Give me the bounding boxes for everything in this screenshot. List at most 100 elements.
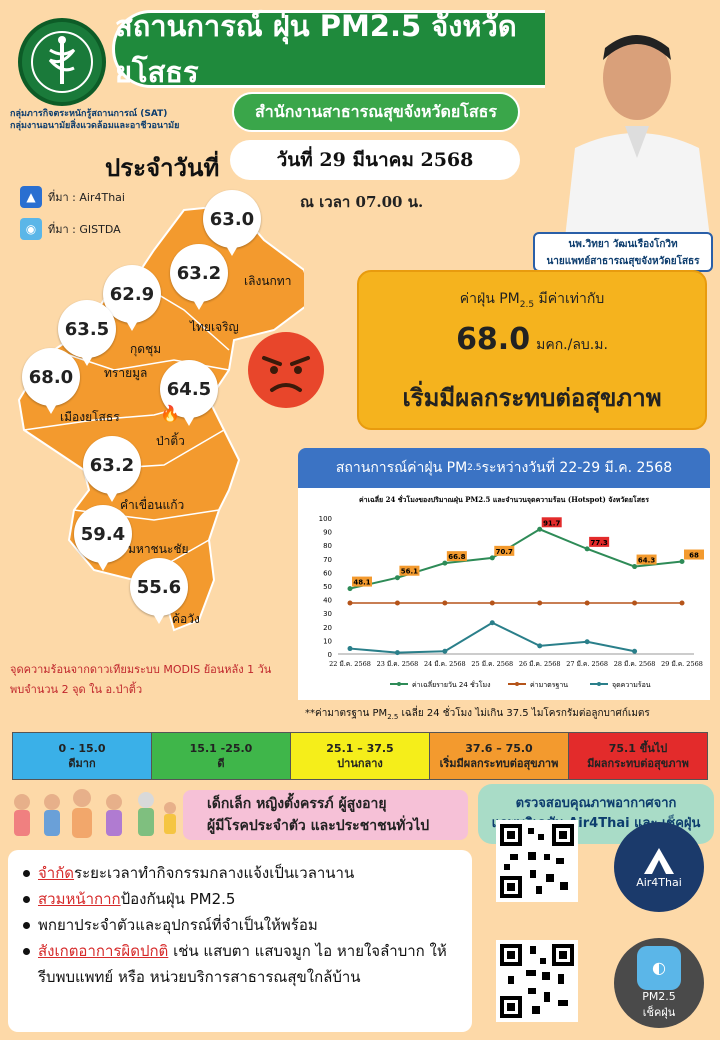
risk-groups-line1: เด็กเล็ก หญิงตั้งครรภ์ ผู้สูงอายุ: [207, 796, 387, 812]
y-tick-label: 0: [328, 651, 332, 659]
chart-header-sub: 2.5: [467, 463, 482, 473]
data-point: [537, 600, 543, 606]
qr-code-icon: [500, 824, 574, 898]
advice-item: สวมหน้ากากป้องกันฝุ่น PM2.5: [20, 886, 460, 912]
qr-code-air4thai[interactable]: [496, 820, 578, 902]
app-caption: เช็คฝุ่น: [642, 1005, 676, 1019]
data-label: 48.1: [353, 579, 370, 587]
aqi-level-moderate: 25.1 – 37.5 ปานกลาง: [291, 733, 430, 779]
data-point: [632, 600, 638, 606]
advice-text: เช่น แสบตา แสบจมูก ไอ หายใจลำบาก ให้รีบพ…: [38, 942, 447, 986]
y-tick-label: 80: [323, 542, 332, 550]
y-tick-label: 50: [323, 583, 332, 591]
fire-icon: 🔥: [160, 404, 180, 423]
legend-label: ค่ามาตรฐาน: [530, 681, 568, 689]
district-label: กุดชุม: [130, 342, 162, 356]
aqi-range: 0 - 15.0: [58, 742, 106, 755]
leaf-icon: ◐: [637, 945, 681, 990]
daily-label: ประจำวันที่: [105, 154, 220, 182]
pm-label-sub: 2.5: [519, 299, 535, 310]
x-tick-label: 22 มี.ค. 2568: [329, 660, 371, 668]
caduceus-icon: [31, 31, 93, 93]
y-tick-label: 90: [323, 529, 332, 537]
aqi-level-start-effect: 37.6 – 75.0 เริ่มมีผลกระทบต่อสุขภาพ: [430, 733, 569, 779]
x-tick-label: 25 มี.ค. 2568: [471, 660, 513, 668]
data-point: [679, 559, 685, 565]
data-point: [394, 600, 400, 606]
risk-groups: เด็กเล็ก หญิงตั้งครรภ์ ผู้สูงอายุ ผู้มีโ…: [183, 790, 468, 840]
qr-code-icon: [500, 944, 574, 1018]
dept-line1: กลุ่มภารกิจตระหนักรู้สถานการณ์ (SAT): [10, 109, 168, 119]
x-tick-label: 26 มี.ค. 2568: [519, 660, 561, 668]
pm-unit: มคก./ลบ.ม.: [536, 337, 608, 353]
aqi-range: 25.1 – 37.5: [326, 742, 394, 755]
data-label-bg: [541, 517, 562, 528]
aqi-label: ปานกลาง: [337, 757, 383, 770]
data-point: [347, 600, 353, 606]
official-caption: นพ.วิทยา วัฒนเรืองโกวิท นายแพทย์สาธารณสุ…: [533, 232, 713, 272]
x-tick-label: 28 มี.ค. 2568: [614, 660, 656, 668]
data-point: [632, 648, 638, 654]
air4thai-logo-icon: [644, 847, 674, 874]
app-name: Air4Thai: [636, 875, 682, 889]
report-time: ณ เวลา 07.00 น.: [300, 193, 424, 211]
chart-header-suffix: ระหว่างวันที่ 22-29 มี.ค. 2568: [481, 460, 673, 476]
data-label: 66.8: [448, 553, 465, 561]
pm-label-prefix: ค่าฝุ่น PM: [459, 291, 520, 307]
data-label-bg: [352, 576, 372, 587]
aqi-legend: 0 - 15.0 ดีมาก 15.1 -25.0 ดี 25.1 – 37.5 ปา…: [12, 732, 708, 780]
aqi-range: 75.1 ขึ้นไป: [608, 742, 668, 755]
data-point: [584, 600, 590, 606]
check-app-line1: ตรวจสอบคุณภาพอากาศจาก: [515, 796, 677, 811]
ministry-logo: [18, 18, 106, 106]
legend-label: จุดความร้อน: [612, 681, 651, 689]
hotspot-line2: พบจำนวน 2 จุด ใน อ.ป่าติ้ว: [10, 683, 143, 696]
source-air4thai: ▲ ที่มา : Air4Thai: [20, 186, 125, 208]
data-point: [394, 650, 400, 656]
advice-text: ป้องกันฝุ่น PM2.5: [120, 890, 236, 908]
advice-item: พกยาประจำตัวและอุปกรณ์ที่จำเป็นให้พร้อม: [20, 912, 460, 938]
data-point: [679, 600, 685, 606]
district-label: มหาชนะชัย: [128, 542, 189, 556]
advice-item: สังเกตอาการผิดปกติ เช่น แสบตา แสบจมูก ไอ…: [20, 938, 460, 990]
pm-line-chart: ค่าเฉลี่ย 24 ชั่วโมงของปริมาณฝุ่น PM2.5 …: [319, 494, 704, 689]
aqi-label: เริ่มมีผลกระทบต่อสุขภาพ: [439, 757, 559, 770]
district-bubble-lerngnoktha: 63.0: [203, 190, 261, 256]
data-point: [584, 546, 590, 552]
advice-list: จำกัดระยะเวลาทำกิจกรรมกลางแจ้งเป็นเวลานา…: [8, 850, 472, 1032]
official-name: นพ.วิทยา วัฒนเรืองโกวิท: [568, 239, 678, 250]
report-date: วันที่ 29 มีนาคม 2568: [230, 140, 520, 180]
std-note-prefix: **ค่ามาตรฐาน PM: [305, 708, 388, 719]
air4thai-app-icon[interactable]: Air4Thai: [614, 822, 704, 912]
app-name: PM2.5: [642, 989, 676, 1003]
aqi-label: ดี: [217, 757, 225, 770]
checkfoon-app-icon[interactable]: ◐ PM2.5 เช็คฝุ่น: [614, 938, 704, 1028]
risk-groups-line2: ผู้มีโรคประจำตัว และประชาชนทั่วไป: [207, 818, 430, 834]
department-info: กลุ่มภารกิจตระหนักรู้สถานการณ์ (SAT) กลุ…: [10, 108, 179, 132]
office-name: สำนักงานสาธารณสุขจังหวัดยโสธร: [232, 92, 520, 132]
data-point: [442, 560, 448, 566]
x-tick-label: 27 มี.ค. 2568: [566, 660, 608, 668]
aqi-level-unhealthy: 75.1 ขึ้นไป มีผลกระทบต่อสุขภาพ: [569, 733, 707, 779]
data-point: [394, 575, 400, 581]
data-label: 91.7: [543, 519, 560, 527]
advice-item: จำกัดระยะเวลาทำกิจกรรมกลางแจ้งเป็นเวลานา…: [20, 860, 460, 886]
gistda-icon: ◉: [20, 218, 42, 240]
aqi-level-good: 15.1 -25.0 ดี: [152, 733, 291, 779]
official-photo: [545, 8, 715, 238]
pm-value-row: 68.0 มคก./ลบ.ม.: [359, 322, 705, 357]
series-line: [349, 528, 683, 590]
advice-highlight: สังเกตอาการผิดปกติ: [38, 942, 169, 960]
page-title: สถานการณ์ ฝุ่น PM2.5 จังหวัดยโสธร: [112, 9, 602, 89]
qr-code-checkfoon[interactable]: [496, 940, 578, 1022]
aqi-range: 37.6 – 75.0: [465, 742, 533, 755]
data-label: 64.3: [638, 557, 655, 565]
chart-header-prefix: สถานการณ์ค่าฝุ่น PM: [335, 460, 468, 476]
district-label: คำเขื่อนแก้ว: [120, 498, 185, 512]
district-bubble-saimun: 63.5: [58, 300, 116, 366]
data-point: [347, 586, 353, 592]
aqi-level-very-good: 0 - 15.0 ดีมาก: [13, 733, 152, 779]
district-bubble-kutchum: 62.9: [103, 265, 161, 331]
data-point: [537, 526, 543, 532]
data-point: [489, 600, 495, 606]
